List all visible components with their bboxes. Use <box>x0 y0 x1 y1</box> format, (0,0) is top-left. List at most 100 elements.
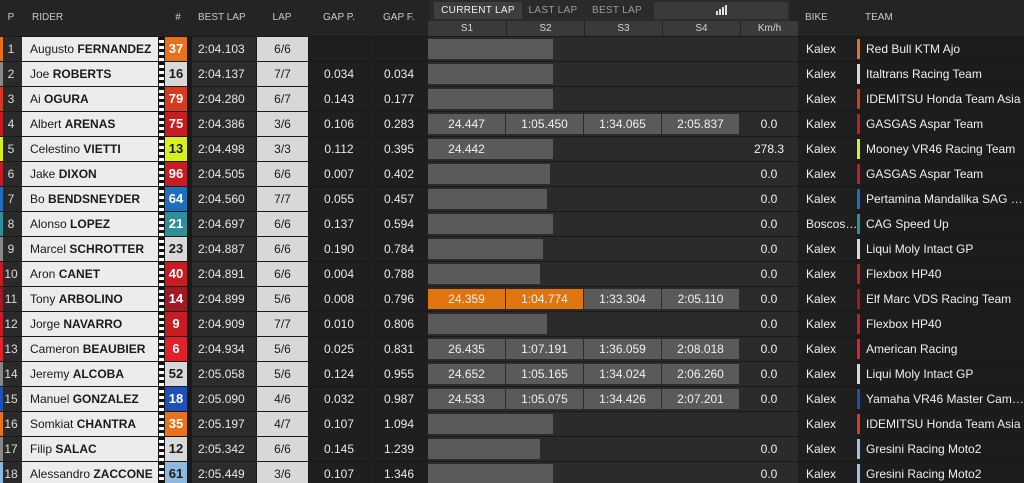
position-color-stripe <box>0 187 3 211</box>
position-cell: 7 <box>0 187 22 211</box>
sector-progress-area: 24.533 1:05.075 1:34.426 2:07.201 <box>428 387 740 411</box>
team-cell-text: Liqui Moly Intact GP <box>866 242 974 256</box>
sector-1-time <box>428 214 505 234</box>
rider-number-badge-text: 37 <box>168 41 184 56</box>
best-lap-cell-text: 2:04.891 <box>198 267 245 281</box>
team-color-stripe <box>857 64 860 84</box>
gap-previous-cell-text: 0.004 <box>323 267 355 281</box>
gap-previous-cell: 0.107 <box>309 412 369 436</box>
gap-previous-cell: 0.032 <box>309 387 369 411</box>
position-color-stripe <box>0 262 3 286</box>
checkered-flag-icon <box>159 187 164 211</box>
table-row[interactable]: 14 Jeremy ALCOBA 52 2:05.058 5/6 0.124 0.955 24… <box>0 362 1024 386</box>
tab-best-lap[interactable]: BEST LAP <box>586 2 648 19</box>
best-lap-cell-text: 2:04.137 <box>198 67 245 81</box>
bike-cell: Kalex <box>799 387 856 411</box>
table-row[interactable]: 18 Alessandro ZACCONE 61 2:05.449 3/6 0.107 1.… <box>0 462 1024 483</box>
gap-previous-cell <box>309 37 369 61</box>
bike-cell: Kalex <box>799 462 856 483</box>
rider-number-badge: 40 <box>165 262 187 286</box>
sector-3-time-text: 1:34.426 <box>599 392 646 406</box>
table-row[interactable]: 9 Marcel SCHROTTER 23 2:04.887 6/6 0.190 0.784… <box>0 237 1024 261</box>
bike-cell: Kalex <box>799 187 856 211</box>
table-row[interactable]: 1 Augusto FERNANDEZ 37 2:04.103 6/6 Kalex Red … <box>0 37 1024 61</box>
header-best-lap: BEST LAP <box>192 0 256 36</box>
gap-previous-cell: 0.007 <box>309 162 369 186</box>
subheader-s1-label: S1 <box>460 23 474 34</box>
sector-1-time-text: 26.435 <box>448 342 485 356</box>
table-row[interactable]: 5 Celestino VIETTI 13 2:04.498 3/3 0.112 0.395… <box>0 137 1024 161</box>
speed-cell: 0.0 <box>740 437 798 461</box>
header-number: # <box>164 0 192 36</box>
sector-1-time <box>428 464 505 483</box>
rider-first-name: Albert <box>30 117 62 131</box>
speed-cell-text: 0.0 <box>760 317 778 331</box>
best-lap-cell-text: 2:05.449 <box>198 467 245 481</box>
table-row[interactable]: 3 Ai OGURA 79 2:04.280 6/7 0.143 0.177 Kalex IDE… <box>0 87 1024 111</box>
team-cell: Gresini Racing Moto2 <box>857 437 1024 461</box>
table-row[interactable]: 2 Joe ROBERTS 16 2:04.137 7/7 0.034 0.034 Kalex… <box>0 62 1024 86</box>
sector-progress-bar <box>428 39 553 59</box>
table-row[interactable]: 10 Aron CANET 40 2:04.891 6/6 0.004 0.788 0.0 Ka… <box>0 262 1024 286</box>
table-row[interactable]: 17 Filip SALAC 12 2:05.342 6/6 0.145 1.239 0.0 K… <box>0 437 1024 461</box>
bike-cell: Kalex <box>799 337 856 361</box>
sector-2-time <box>506 139 583 159</box>
table-row[interactable]: 13 Cameron BEAUBIER 6 2:04.934 5/6 0.025 0.831… <box>0 337 1024 361</box>
gap-first-cell <box>370 37 428 61</box>
table-row[interactable]: 7 Bo BENDSNEYDER 64 2:04.560 7/7 0.055 0.457 0.… <box>0 187 1024 211</box>
table-row[interactable]: 4 Albert ARENAS 75 2:04.386 3/6 0.106 0.283 24.… <box>0 112 1024 136</box>
best-lap-cell: 2:04.386 <box>192 112 256 136</box>
lap-count-cell: 6/6 <box>257 437 308 461</box>
gap-previous-cell-text: 0.106 <box>323 117 355 131</box>
gap-previous-cell-text: 0.008 <box>323 292 355 306</box>
position-cell: 9 <box>0 237 22 261</box>
team-cell: Yamaha VR46 Master Cam… <box>857 387 1024 411</box>
gap-previous-cell: 0.124 <box>309 362 369 386</box>
best-lap-cell-text: 2:04.386 <box>198 117 245 131</box>
lap-count-cell: 5/6 <box>257 287 308 311</box>
sector-progress-area <box>428 37 740 61</box>
header-gap-p-label: GAP P. <box>323 12 355 23</box>
position-cell: 3 <box>0 87 22 111</box>
speed-cell: 0.0 <box>740 287 798 311</box>
tab-last-lap[interactable]: LAST LAP <box>522 2 584 19</box>
tab-current-lap[interactable]: CURRENT LAP <box>434 2 522 19</box>
signal-bars-icon <box>716 4 727 15</box>
sector-progress-area <box>428 187 740 211</box>
sector-progress-area <box>428 162 740 186</box>
team-cell-text: Flexbox HP40 <box>866 317 942 331</box>
sector-2-time: 1:05.450 <box>506 114 583 134</box>
sector-3-time: 1:34.065 <box>584 114 661 134</box>
table-row[interactable]: 15 Manuel GONZALEZ 18 2:05.090 4/6 0.032 0.987… <box>0 387 1024 411</box>
table-row[interactable]: 8 Alonso LOPEZ 21 2:04.697 6/6 0.137 0.594 0.0 B… <box>0 212 1024 236</box>
position-cell: 12 <box>0 312 22 336</box>
lap-count-cell-text: 3/6 <box>274 467 291 481</box>
rider-name-cell: Tony ARBOLINO <box>22 287 158 311</box>
gap-first-cell: 0.831 <box>370 337 428 361</box>
table-row[interactable]: 11 Tony ARBOLINO 14 2:04.899 5/6 0.008 0.796 24… <box>0 287 1024 311</box>
position-cell: 6 <box>0 162 22 186</box>
rider-number-badge-text: 40 <box>168 266 184 281</box>
position-cell-text: 2 <box>7 67 15 81</box>
checkered-flag-icon <box>159 112 164 136</box>
bike-cell-text: Kalex <box>806 267 837 281</box>
chart-view-button[interactable] <box>654 2 788 19</box>
sector-progress-area: 24.447 1:05.450 1:34.065 2:05.837 <box>428 112 740 136</box>
table-row[interactable]: 6 Jake DIXON 96 2:04.505 6/6 0.007 0.402 0.0 Kal… <box>0 162 1024 186</box>
gap-first-cell: 0.796 <box>370 287 428 311</box>
sector-4-time: 2:07.201 <box>662 389 739 409</box>
rider-first-name: Aron <box>30 267 56 281</box>
best-lap-cell-text: 2:04.560 <box>198 192 245 206</box>
rider-first-name: Jake <box>30 167 56 181</box>
position-cell: 2 <box>0 62 22 86</box>
position-color-stripe <box>0 37 3 61</box>
sector-2-time-text: 1:07.191 <box>521 342 568 356</box>
lap-count-cell-text: 6/7 <box>274 92 291 106</box>
lap-count-cell: 4/6 <box>257 387 308 411</box>
speed-cell-text: 0.0 <box>760 242 778 256</box>
lap-count-cell-text: 3/6 <box>274 117 291 131</box>
lap-count-cell-text: 5/6 <box>274 342 291 356</box>
table-row[interactable]: 16 Somkiat CHANTRA 35 2:05.197 4/7 0.107 1.094… <box>0 412 1024 436</box>
lap-count-cell: 3/3 <box>257 137 308 161</box>
table-row[interactable]: 12 Jorge NAVARRO 9 2:04.909 7/7 0.010 0.806 0.0… <box>0 312 1024 336</box>
